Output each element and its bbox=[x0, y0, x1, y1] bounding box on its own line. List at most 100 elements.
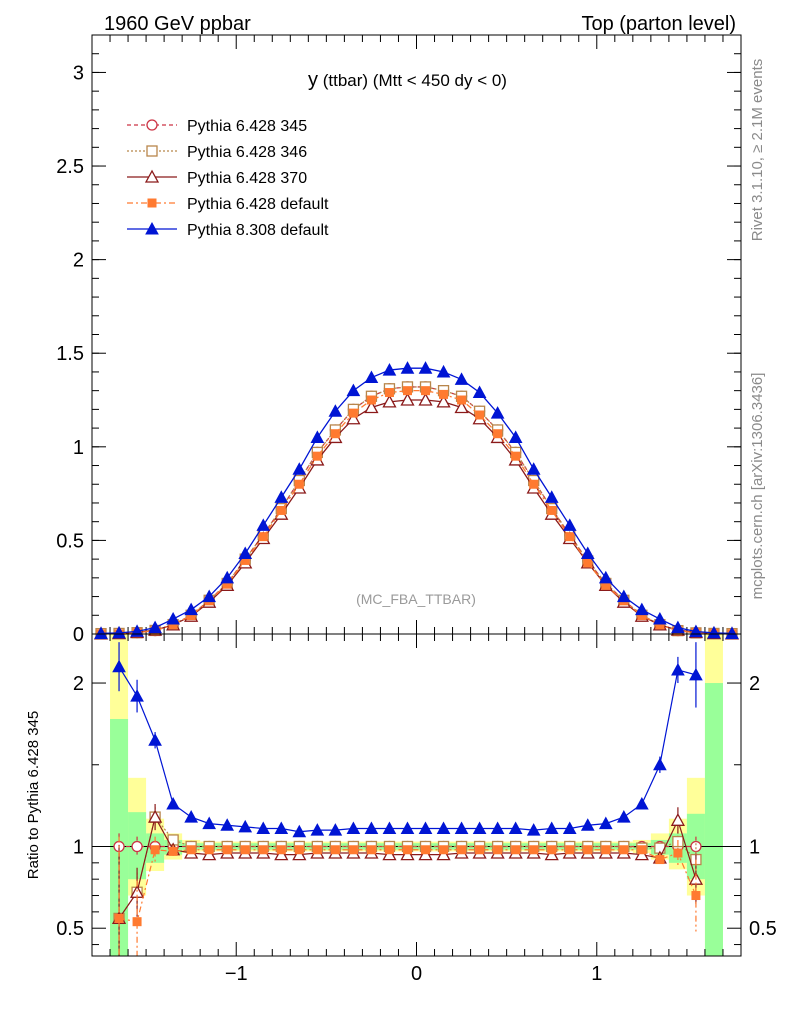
main-point-p8 bbox=[382, 363, 397, 376]
main-point-p8 bbox=[725, 626, 739, 639]
legend-marker-p346 bbox=[146, 145, 158, 157]
main-point-p8 bbox=[598, 570, 613, 584]
main-point-p370 bbox=[418, 392, 433, 406]
ratio-point-pdef bbox=[114, 913, 124, 923]
ratio-point-p8 bbox=[364, 821, 379, 835]
ratio-point-pdef bbox=[673, 848, 683, 858]
main-point-pdef bbox=[276, 505, 286, 515]
main-point-pdef bbox=[294, 479, 304, 489]
ratio-point-pdef bbox=[691, 891, 701, 901]
ratio-point-p8 bbox=[653, 757, 667, 771]
plot-title-main: y bbox=[308, 69, 318, 91]
ratio-y-tick-label-left: 2 bbox=[73, 673, 84, 695]
ratio-line-p8 bbox=[118, 666, 697, 833]
ratio-point-pdef bbox=[475, 845, 485, 855]
ratio-point-p8 bbox=[508, 821, 523, 835]
main-point-p8 bbox=[671, 620, 685, 634]
main-point-p8 bbox=[418, 361, 433, 374]
ratio-point-pdef bbox=[348, 845, 358, 855]
ratio-point-pdef bbox=[565, 845, 575, 855]
ratio-point-p8 bbox=[400, 821, 415, 835]
legend-label-p346: Pythia 6.428 346 bbox=[187, 144, 307, 161]
plot-title-rest: (ttbar) (Mtt < 450 dy < 0) bbox=[318, 71, 507, 90]
legend-label-pdef: Pythia 6.428 default bbox=[187, 196, 329, 213]
main-point-pdef bbox=[421, 386, 431, 396]
main-point-pdef bbox=[457, 395, 467, 405]
ratio-point-p8 bbox=[671, 662, 685, 676]
legend-marker-p345 bbox=[146, 119, 158, 131]
main-point-p8 bbox=[707, 625, 721, 639]
ratio-point-pdef bbox=[439, 845, 449, 855]
ratio-point-pdef bbox=[150, 845, 160, 855]
main-point-p8 bbox=[184, 602, 198, 616]
ratio-y-tick-label-right: 2 bbox=[749, 673, 760, 695]
ratio-y-tick-label-left: 0.5 bbox=[56, 918, 84, 940]
ratio-point-pdef bbox=[240, 845, 250, 855]
main-point-p8 bbox=[238, 546, 253, 560]
ratio-point-p8 bbox=[580, 818, 595, 831]
ratio-point-p370 bbox=[670, 812, 685, 826]
ratio-point-p8 bbox=[346, 821, 361, 835]
main-point-pdef bbox=[529, 479, 539, 489]
ratio-point-pdef bbox=[312, 845, 322, 855]
main-point-p370 bbox=[364, 400, 379, 414]
ratio-point-pdef bbox=[637, 845, 647, 855]
ratio-point-pdef bbox=[493, 845, 503, 855]
ratio-point-p8 bbox=[472, 821, 487, 835]
main-point-p8 bbox=[112, 625, 126, 639]
axis-frames bbox=[91, 34, 742, 957]
main-point-p8 bbox=[508, 430, 523, 443]
header-right: Top (parton level) bbox=[581, 13, 736, 35]
ratio-point-pdef bbox=[384, 845, 394, 855]
main-point-p8 bbox=[454, 372, 469, 385]
ratio-point-p8 bbox=[616, 810, 631, 823]
main-point-pdef bbox=[511, 451, 521, 461]
x-tick-label: 0 bbox=[411, 963, 422, 985]
main-point-p8 bbox=[544, 490, 559, 503]
main-point-p8 bbox=[274, 490, 289, 503]
ratio-point-pdef bbox=[583, 845, 593, 855]
x-tick-label: 1 bbox=[591, 963, 602, 985]
main-y-tick-label: 0.5 bbox=[56, 530, 84, 552]
ratio-uncertainty-bands bbox=[110, 634, 723, 956]
ratio-point-p8 bbox=[635, 796, 649, 810]
ratio-point-p8 bbox=[689, 667, 703, 681]
ratio-y-axis-label: Ratio to Pythia 6.428 345 bbox=[25, 711, 42, 879]
ratio-point-pdef bbox=[168, 846, 178, 856]
ratio-frame bbox=[91, 633, 742, 957]
legend: Pythia 6.428 345 Pythia 6.428 346 Pythia 6… bbox=[127, 118, 329, 239]
ratio-point-pdef bbox=[529, 845, 539, 855]
ratio-series bbox=[111, 642, 704, 956]
ratio-point-p8 bbox=[310, 823, 325, 836]
main-point-pdef bbox=[547, 505, 557, 515]
main-point-pdef bbox=[583, 558, 593, 568]
ratio-point-pdef bbox=[366, 845, 376, 855]
main-point-p370 bbox=[436, 394, 451, 408]
main-point-p370 bbox=[382, 394, 397, 408]
legend-marker-pdef bbox=[147, 198, 157, 208]
ratio-point-pdef bbox=[330, 845, 340, 855]
main-point-p8 bbox=[148, 620, 162, 634]
main-axes: 0 0.5 1 1.5 2 2.5 3 bbox=[56, 34, 742, 646]
ratio-point-p8 bbox=[130, 689, 144, 702]
ratio-point-p8 bbox=[238, 819, 253, 833]
main-point-p370 bbox=[454, 400, 469, 414]
main-point-p370 bbox=[400, 392, 415, 406]
main-point-p8 bbox=[616, 589, 631, 603]
ratio-point-p8 bbox=[166, 796, 180, 810]
main-point-p8 bbox=[562, 518, 577, 531]
main-point-p8 bbox=[526, 462, 541, 475]
main-point-pdef bbox=[493, 429, 503, 439]
ratio-point-p8 bbox=[490, 821, 505, 835]
legend-marker-p370 bbox=[144, 169, 160, 183]
ratio-point-pdef bbox=[222, 845, 232, 855]
ratio-point-pdef bbox=[402, 845, 412, 855]
main-y-tick-label: 1 bbox=[73, 437, 84, 459]
main-point-p8 bbox=[436, 364, 451, 378]
main-point-p8 bbox=[472, 385, 487, 399]
ratio-point-p8 bbox=[382, 821, 397, 835]
ratio-point-p8 bbox=[148, 733, 162, 746]
main-point-p8 bbox=[635, 602, 649, 616]
main-point-p8 bbox=[346, 383, 361, 397]
